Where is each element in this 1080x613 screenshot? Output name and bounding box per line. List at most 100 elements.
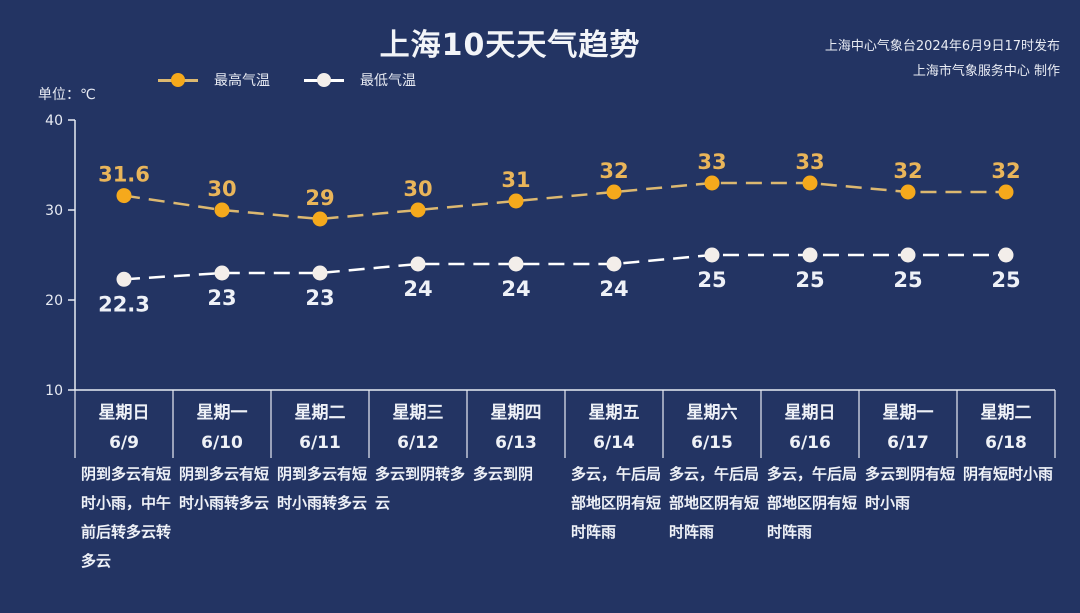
y-axis: 10 20 30 40: [45, 113, 76, 399]
unit-label: 单位：℃: [38, 87, 96, 103]
high-temp-point: [410, 202, 426, 218]
low-temp-point: [214, 265, 230, 281]
weather-description: 多云，午后局部地区阴有短时阵雨: [571, 465, 662, 541]
date-label: 6/16: [789, 433, 831, 453]
low-temp-point: [802, 247, 818, 263]
high-temp-label: 30: [207, 177, 236, 201]
low-temp-point: [998, 247, 1014, 263]
low-temp-line: [123, 253, 1006, 281]
weather-description: 多云到阴有短时小雨: [865, 465, 956, 512]
weather-description: 多云，午后局部地区阴有短时阵雨: [767, 465, 858, 541]
high-temp-point: [998, 184, 1014, 200]
weather-description: 阴到多云有短时小雨转多云: [277, 465, 368, 512]
day-header: 星期四 6/13: [467, 390, 565, 458]
legend-high-label: 最高气温: [214, 73, 270, 89]
date-label: 6/13: [495, 433, 537, 453]
high-temp-label: 33: [697, 150, 726, 174]
weekday-label: 星期二: [294, 403, 346, 423]
low-temp-label: 25: [697, 268, 726, 292]
high-temp-point: [116, 188, 132, 204]
publisher-info: 上海中心气象台2024年6月9日17时发布 上海市气象服务中心 制作: [825, 34, 1060, 84]
weekday-label: 星期一: [196, 403, 248, 423]
high-temp-line: [123, 181, 1006, 221]
date-label: 6/11: [299, 433, 341, 453]
legend-item-high[interactable]: 最高气温: [158, 70, 270, 90]
day-header: 星期一 6/17: [859, 390, 957, 458]
date-label: 6/17: [887, 433, 929, 453]
date-label: 6/14: [593, 433, 635, 453]
high-temp-point: [900, 184, 916, 200]
high-temp-point: [802, 175, 818, 191]
high-temp-line-icon: [158, 73, 198, 87]
high-temp-label: 32: [893, 159, 922, 183]
high-temp-point: [704, 175, 720, 191]
low-temp-point: [900, 247, 916, 263]
weather-description: 多云到阴: [473, 465, 534, 483]
day-header: 星期二 6/18: [957, 390, 1055, 458]
high-temp-point: [606, 184, 622, 200]
low-temp-point: [704, 247, 720, 263]
day-header: 星期日 6/16: [761, 390, 859, 458]
day-header: 星期六 6/15: [663, 390, 761, 458]
x-axis-table-grid: [74, 389, 1056, 458]
low-temp-point: [116, 271, 132, 287]
low-temp-line-icon: [304, 73, 344, 87]
high-temp-point: [214, 202, 230, 218]
y-tick-label: 30: [45, 203, 63, 219]
low-temp-label: 23: [305, 286, 334, 310]
weekday-label: 星期四: [490, 403, 542, 423]
day-header: 星期三 6/12: [369, 390, 467, 458]
weather-description: 阴有短时小雨: [963, 465, 1054, 483]
low-temp-label: 23: [207, 286, 236, 310]
legend-low-label: 最低气温: [360, 73, 416, 89]
date-label: 6/15: [691, 433, 733, 453]
weather-description: 多云，午后局部地区阴有短时阵雨: [669, 465, 760, 541]
low-temp-label: 22.3: [98, 292, 150, 316]
high-temp-label: 32: [991, 159, 1020, 183]
weekday-label: 星期五: [588, 403, 640, 423]
weekday-label: 星期二: [980, 403, 1032, 423]
weather-description: 阴到多云有短时小雨，中午前后转多云转多云: [81, 465, 172, 570]
weather-description: 阴到多云有短时小雨转多云: [179, 465, 270, 512]
low-temp-point: [606, 256, 622, 272]
weekday-label: 星期日: [784, 403, 836, 423]
high-temp-label: 29: [305, 186, 334, 210]
low-temp-label: 25: [893, 268, 922, 292]
y-tick-label: 40: [45, 113, 63, 129]
date-label: 6/9: [109, 433, 139, 453]
high-temp-point: [312, 211, 328, 227]
low-temp-label: 24: [501, 277, 530, 301]
weekday-label: 星期一: [882, 403, 934, 423]
low-temp-label: 25: [795, 268, 824, 292]
low-temp-point: [410, 256, 426, 272]
day-header: 星期二 6/11: [271, 390, 369, 458]
legend-item-low[interactable]: 最低气温: [304, 70, 416, 90]
y-tick-label: 10: [45, 383, 63, 399]
publish-time: 上海中心气象台2024年6月9日17时发布: [824, 39, 1060, 54]
weekday-label: 星期六: [686, 403, 738, 423]
weather-description: 多云到阴转多云: [375, 465, 466, 512]
y-tick-label: 20: [45, 293, 63, 309]
day-header: 星期日 6/9: [75, 390, 173, 458]
weekday-label: 星期三: [392, 403, 444, 423]
low-temp-label: 24: [599, 277, 628, 301]
low-temp-point: [508, 256, 524, 272]
high-temp-label: 32: [599, 159, 628, 183]
date-label: 6/18: [985, 433, 1027, 453]
low-temp-label: 24: [403, 277, 432, 301]
series-layer: 31.6 30 29 30 31 32 33 33 32 32 22.3 23 23 24 24 24 25 25…: [98, 150, 1021, 316]
chart-title: 上海10天天气趋势: [379, 28, 641, 63]
date-label: 6/12: [397, 433, 439, 453]
high-temp-label: 31: [501, 168, 530, 192]
high-temp-point: [508, 193, 524, 209]
low-temp-label: 25: [991, 268, 1020, 292]
low-temp-point: [312, 265, 328, 281]
producer: 上海市气象服务中心 制作: [912, 64, 1060, 79]
high-temp-label: 31.6: [98, 163, 150, 187]
weekday-label: 星期日: [98, 403, 150, 423]
legend: 最高气温 最低气温: [158, 70, 450, 90]
day-header: 星期一 6/10: [173, 390, 271, 458]
day-header: 星期五 6/14: [565, 390, 663, 458]
date-label: 6/10: [201, 433, 243, 453]
